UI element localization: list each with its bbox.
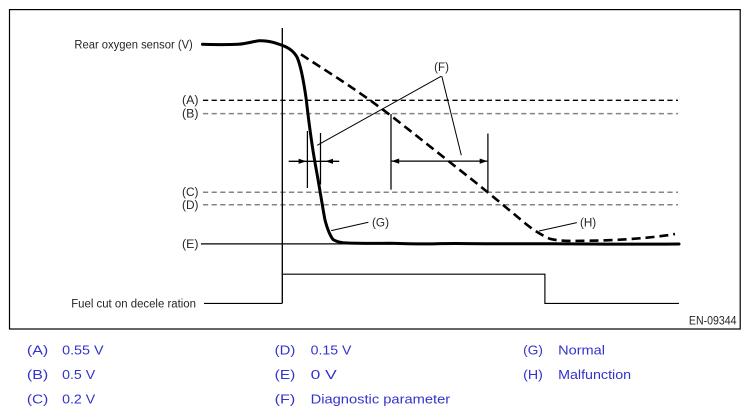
svg-text:(D): (D): [275, 343, 296, 358]
svg-text:EN-09344: EN-09344: [689, 316, 737, 328]
svg-text:(B): (B): [27, 367, 48, 382]
svg-text:0.2 V: 0.2 V: [62, 392, 95, 407]
svg-text:(A): (A): [27, 343, 48, 358]
svg-text:(E): (E): [275, 367, 296, 382]
svg-text:(F): (F): [275, 392, 296, 407]
svg-text:0.55 V: 0.55 V: [62, 343, 104, 358]
svg-text:0.5 V: 0.5 V: [62, 367, 95, 382]
svg-text:(C): (C): [182, 187, 199, 199]
svg-text:(G): (G): [372, 218, 389, 230]
svg-text:(C): (C): [27, 392, 48, 407]
svg-text:(G): (G): [523, 343, 543, 358]
svg-text:(F): (F): [434, 62, 449, 74]
svg-text:(E): (E): [182, 239, 199, 251]
svg-text:(H): (H): [523, 367, 543, 382]
svg-text:Diagnostic parameter: Diagnostic parameter: [311, 392, 451, 407]
svg-text:(D): (D): [182, 200, 199, 212]
svg-text:Rear oxygen sensor (V): Rear oxygen sensor (V): [74, 39, 193, 51]
svg-text:Normal: Normal: [558, 343, 605, 358]
svg-text:Malfunction: Malfunction: [558, 367, 631, 382]
svg-text:(B): (B): [182, 109, 199, 121]
svg-text:(A): (A): [182, 95, 199, 107]
svg-text:Fuel cut on decele ration: Fuel cut on decele ration: [71, 298, 196, 310]
svg-text:0.15 V: 0.15 V: [311, 343, 352, 358]
svg-text:0 V: 0 V: [311, 367, 338, 382]
svg-text:(H): (H): [580, 218, 596, 230]
